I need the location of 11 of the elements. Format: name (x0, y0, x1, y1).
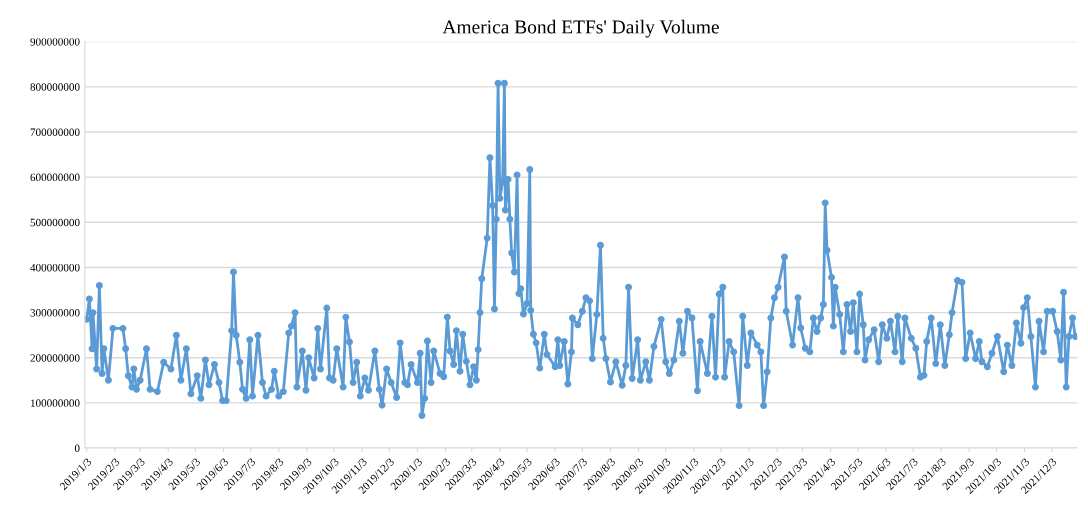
y-tick-label: 300000000 (30, 309, 80, 317)
y-tick-label: 0 (74, 444, 80, 453)
y-tick-label: 500000000 (30, 218, 80, 227)
y-tick-label: 700000000 (30, 128, 80, 136)
y-tick-label: 900000000 (30, 38, 80, 46)
y-tick-label: 400000000 (30, 263, 80, 272)
y-tick-label: 600000000 (30, 173, 80, 182)
y-tick-label: 200000000 (30, 354, 80, 362)
y-tick-label: 800000000 (30, 83, 80, 91)
chart-title: America Bond ETFs' Daily Volume (442, 19, 719, 38)
y-tick-label: 100000000 (30, 399, 80, 407)
